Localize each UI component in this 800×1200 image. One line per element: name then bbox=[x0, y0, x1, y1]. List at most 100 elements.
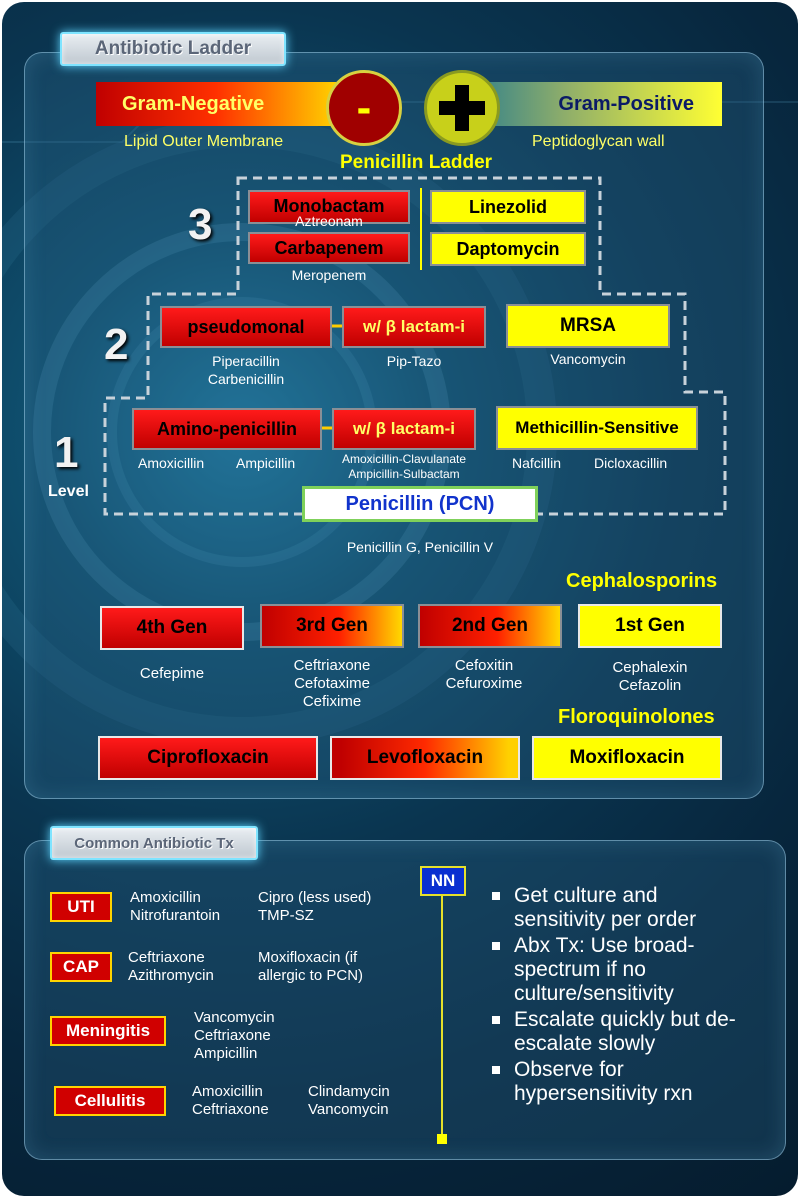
cellulitis-drug-4: Vancomycin bbox=[308, 1101, 389, 1118]
gen4-box: 4th Gen bbox=[100, 606, 244, 650]
meningitis-label: Meningitis bbox=[65, 1021, 151, 1040]
gen3-drug-3: Cefixime bbox=[302, 693, 362, 710]
gram-positive-symbol bbox=[424, 70, 500, 146]
uti-tag: UTI bbox=[50, 892, 112, 922]
uti-drug-4: TMP-SZ bbox=[258, 907, 314, 924]
gen3-label: 3rd Gen bbox=[296, 615, 368, 636]
cellulitis-drug-3: Clindamycin bbox=[308, 1083, 390, 1100]
gram-positive-desc: Peptidoglycan wall bbox=[532, 133, 665, 150]
pseudomonal-box: pseudomonal bbox=[160, 306, 332, 348]
gen1-drug-2: Cefazolin bbox=[618, 677, 682, 694]
moxifloxacin-label: Moxifloxacin bbox=[569, 747, 685, 768]
level1-lactam-label: w/ β lactam-i bbox=[352, 419, 456, 438]
uti-drug-2: Nitrofurantoin bbox=[130, 907, 221, 924]
gen2-label: 2nd Gen bbox=[451, 615, 528, 636]
carbapenem-label: Carbapenem bbox=[274, 237, 384, 258]
monobactam-drug: Aztreonam bbox=[295, 213, 363, 229]
gen1-box: 1st Gen bbox=[578, 604, 722, 648]
nn-label: NN bbox=[430, 871, 456, 890]
cellulitis-drug-1: Amoxicillin bbox=[192, 1083, 263, 1100]
ladder-title: Penicillin Ladder bbox=[340, 152, 493, 173]
levofloxacin-box: Levofloxacin bbox=[330, 736, 520, 780]
cellulitis-drug-2: Ceftriaxone bbox=[192, 1101, 269, 1118]
floroquinolones-title: Floroquinolones bbox=[558, 706, 715, 728]
level2-lactam-drug: Pip-Tazo bbox=[386, 353, 442, 369]
gram-negative-desc: Lipid Outer Membrane bbox=[124, 133, 284, 150]
gram-positive-label: Gram-Positive bbox=[558, 92, 694, 115]
linezolid-box: Linezolid bbox=[430, 190, 586, 224]
gram-negative-bar: Gram-Negative bbox=[96, 82, 336, 126]
common-tx-tag: Common Antibiotic Tx bbox=[50, 826, 258, 860]
methicillin-sensitive-label: Methicillin-Sensitive bbox=[515, 418, 679, 437]
level1-lactam-drug-2: Ampicillin-Sulbactam bbox=[348, 467, 460, 481]
msens-drug-2: Dicloxacillin bbox=[594, 455, 668, 471]
nn-badge: NN bbox=[420, 866, 466, 896]
amino-penicillin-label: Amino-penicillin bbox=[156, 418, 297, 439]
uti-label: UTI bbox=[67, 897, 95, 916]
cap-drug-1: Ceftriaxone bbox=[128, 949, 205, 966]
uti-drug-3: Cipro (less used) bbox=[258, 889, 372, 906]
amino-drug-1: Amoxicillin bbox=[138, 455, 205, 471]
common-tx-title: Common Antibiotic Tx bbox=[74, 834, 234, 852]
pseudomonal-label: pseudomonal bbox=[187, 316, 305, 337]
level1-lactam-drug-1: Amoxicillin-Clavulanate bbox=[341, 452, 467, 466]
cap-label: CAP bbox=[63, 957, 99, 976]
ciprofloxacin-box: Ciprofloxacin bbox=[98, 736, 318, 780]
meningitis-drug-3: Ampicillin bbox=[194, 1045, 258, 1062]
monobactam-label: Monobactam bbox=[273, 196, 385, 216]
meningitis-drug-1: Vancomycin bbox=[194, 1009, 275, 1026]
amino-drug-2: Ampicillin bbox=[236, 455, 296, 471]
note-item: Escalate quickly but de-escalate slowly bbox=[490, 1008, 740, 1056]
gram-negative-symbol: - bbox=[326, 70, 402, 146]
note-item: Observe for hypersensitivity rxn bbox=[490, 1058, 740, 1106]
msens-drug-1: Nafcillin bbox=[512, 455, 562, 471]
minus-icon: - bbox=[356, 83, 372, 132]
gen4-drug-1: Cefepime bbox=[139, 665, 205, 682]
level-2-number: 2 bbox=[104, 320, 129, 369]
notes-list: Get culture and sensitivity per order Ab… bbox=[490, 884, 740, 1108]
moxifloxacin-box: Moxifloxacin bbox=[532, 736, 722, 780]
level1-lactam-box: w/ β lactam-i bbox=[332, 408, 476, 450]
gen3-drug-2: Cefotaxime bbox=[294, 675, 370, 692]
gen3-drug-1: Ceftriaxone bbox=[293, 657, 371, 674]
level-1-number: 1 bbox=[54, 428, 79, 477]
daptomycin-box: Daptomycin bbox=[430, 232, 586, 266]
uti-drug-1: Amoxicillin bbox=[130, 889, 201, 906]
penicillin-label: Penicillin (PCN) bbox=[345, 492, 495, 515]
level2-lactam-box: w/ β lactam-i bbox=[342, 306, 486, 348]
level-3-number: 3 bbox=[188, 200, 213, 249]
mrsa-drug: Vancomycin bbox=[550, 351, 626, 367]
carbapenem-box: Carbapenem bbox=[248, 232, 410, 264]
meningitis-drug-2: Ceftriaxone bbox=[194, 1027, 271, 1044]
gen1-label: 1st Gen bbox=[615, 615, 685, 636]
cap-drug-2: Azithromycin bbox=[128, 967, 214, 984]
cap-drug-4: allergic to PCN) bbox=[258, 967, 364, 984]
title-tag: Antibiotic Ladder bbox=[60, 32, 286, 66]
page-title: Antibiotic Ladder bbox=[94, 38, 252, 59]
mrsa-label: MRSA bbox=[560, 315, 616, 336]
gen3-box: 3rd Gen bbox=[260, 604, 404, 648]
gen2-drug-2: Cefuroxime bbox=[445, 675, 523, 692]
cap-drug-3: Moxifloxacin (if bbox=[258, 949, 358, 966]
penicillin-box: Penicillin (PCN) bbox=[302, 486, 538, 522]
level2-lactam-label: w/ β lactam-i bbox=[362, 317, 466, 336]
gram-negative-label: Gram-Negative bbox=[122, 92, 265, 115]
daptomycin-label: Daptomycin bbox=[456, 238, 560, 259]
gen1-drug-1: Cephalexin bbox=[612, 659, 688, 676]
gram-positive-bar: Gram-Positive bbox=[462, 82, 722, 126]
carbapenem-drug: Meropenem bbox=[291, 267, 367, 283]
cap-tag: CAP bbox=[50, 952, 112, 982]
ciprofloxacin-label: Ciprofloxacin bbox=[147, 747, 269, 768]
gen2-drug-1: Cefoxitin bbox=[454, 657, 514, 674]
penicillin-drugs: Penicillin G, Penicillin V bbox=[346, 539, 494, 555]
meningitis-tag: Meningitis bbox=[50, 1016, 166, 1046]
note-item: Get culture and sensitivity per order bbox=[490, 884, 740, 932]
cellulitis-tag: Cellulitis bbox=[54, 1086, 166, 1116]
linezolid-label: Linezolid bbox=[469, 196, 547, 217]
cephalosporins-title: Cephalosporins bbox=[566, 570, 718, 592]
cellulitis-label: Cellulitis bbox=[74, 1091, 146, 1110]
pseudomonal-drug-1: Piperacillin bbox=[212, 353, 280, 369]
